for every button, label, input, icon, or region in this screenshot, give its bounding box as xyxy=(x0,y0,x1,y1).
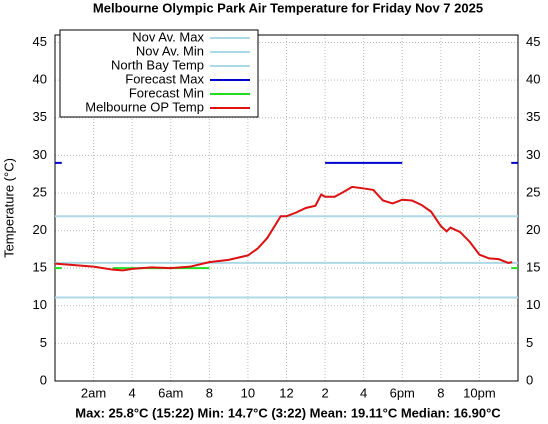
x-tick-label: 4 xyxy=(360,385,367,400)
y-tick-label: 40 xyxy=(33,72,47,87)
x-tick-label: 4 xyxy=(129,385,136,400)
x-tick-label: 6pm xyxy=(390,385,415,400)
y-tick-label: 45 xyxy=(33,34,47,49)
x-tick-label: 8 xyxy=(437,385,444,400)
y-tick-label: 25 xyxy=(33,184,47,199)
y2-tick-label: 20 xyxy=(526,222,540,237)
series-line xyxy=(54,185,513,272)
y2-tick-label: 25 xyxy=(526,184,540,199)
y-tick-label: 5 xyxy=(40,335,47,350)
y-tick-label: 10 xyxy=(33,297,47,312)
chart-title: Melbourne Olympic Park Air Temperature f… xyxy=(93,0,483,15)
legend-label: Melbourne OP Temp xyxy=(85,99,204,114)
y2-tick-label: 0 xyxy=(526,372,533,387)
x-tick-label: 12 xyxy=(279,385,293,400)
legend-label: Nov Av. Min xyxy=(136,43,204,58)
x-tick-label: 6am xyxy=(158,385,183,400)
y-tick-label: 30 xyxy=(33,147,47,162)
legend-box xyxy=(59,29,259,118)
plot-frame xyxy=(54,34,519,382)
y2-tick-label: 15 xyxy=(526,260,540,275)
footer: Max: 25.8°C (15:22) Min: 14.7°C (3:22) M… xyxy=(75,405,501,420)
y2-tick-label: 5 xyxy=(526,335,533,350)
x-tick-label: 10 xyxy=(241,385,255,400)
y2-tick-label: 10 xyxy=(526,297,540,312)
y-tick-label: 15 xyxy=(33,260,47,275)
x-tick-label: 2am xyxy=(81,385,106,400)
legend-label: Nov Av. Max xyxy=(132,29,204,44)
x-tick-label: 2 xyxy=(321,385,328,400)
y-axis-label: Temperature (°C) xyxy=(1,158,16,258)
y2-tick-label: 40 xyxy=(526,72,540,87)
y2-tick-label: 30 xyxy=(526,147,540,162)
x-tick-label: 10pm xyxy=(463,385,496,400)
legend-label: Forecast Min xyxy=(129,85,204,100)
y-tick-label: 0 xyxy=(40,372,47,387)
x-tick-label: 8 xyxy=(206,385,213,400)
y-tick-label: 35 xyxy=(33,109,47,124)
y-tick-label: 20 xyxy=(33,222,47,237)
legend-label: North Bay Temp xyxy=(111,57,204,72)
y2-tick-label: 45 xyxy=(526,34,540,49)
legend-label: Forecast Max xyxy=(125,71,204,86)
y2-tick-label: 35 xyxy=(526,109,540,124)
